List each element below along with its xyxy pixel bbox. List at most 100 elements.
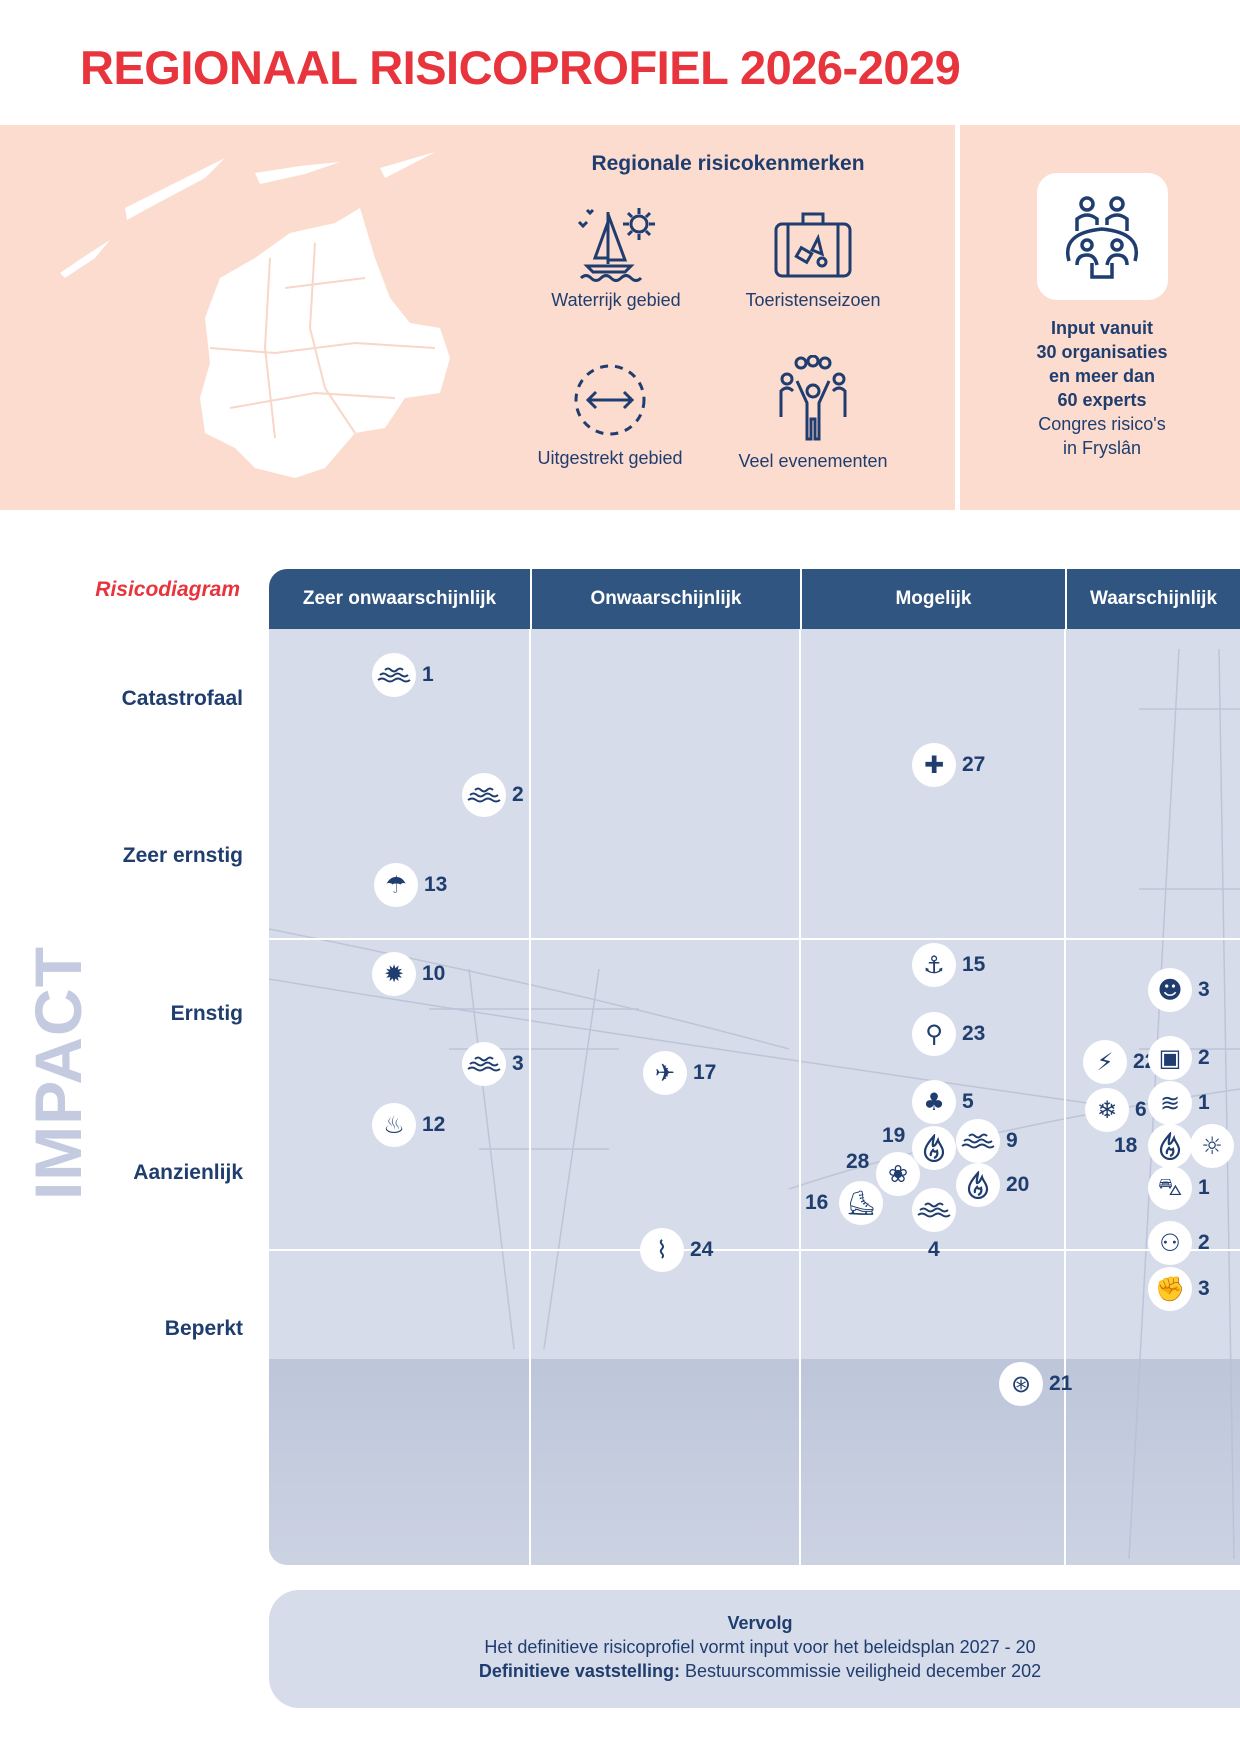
- footer-box: [269, 1590, 1240, 1708]
- risk-marker-label: 23: [962, 1022, 986, 1045]
- risk-marker-label: 5: [962, 1090, 974, 1113]
- risk-marker-label: 12: [422, 1113, 446, 1136]
- column-divider: [1064, 629, 1066, 1565]
- input-line: 60 experts: [1057, 390, 1147, 410]
- dashed-circle-arrows-icon: [574, 364, 646, 436]
- input-line: en meer dan: [1048, 366, 1156, 386]
- risk-marker: [912, 1126, 956, 1170]
- characteristic-uitgestrekt: Uitgestrekt gebied: [510, 360, 710, 469]
- risk-marker-label: 13: [424, 873, 448, 896]
- waves-icon: [377, 667, 411, 683]
- risk-marker-label: 24: [690, 1238, 714, 1261]
- characteristic-label: Waterrijk gebied: [551, 290, 681, 310]
- cyber-screen-icon: ▣: [1158, 1044, 1182, 1072]
- risk-marker: [1148, 1124, 1192, 1168]
- row-divider: [269, 938, 1240, 940]
- ice-skater-icon: ⛸: [845, 1189, 877, 1217]
- risk-marker-label: 17: [693, 1061, 717, 1084]
- input-line: in Fryslân: [1062, 438, 1142, 458]
- characteristic-waterrijk: Waterrijk gebied: [516, 202, 716, 311]
- column-header: Zeer onwaarschijnlijk: [302, 588, 497, 609]
- risk-marker: ☂: [374, 863, 418, 907]
- swimmer-icon: ≋: [1159, 1089, 1181, 1117]
- car-icon: ⛍: [1157, 1172, 1183, 1201]
- column-header: Waarschijnlijk: [1065, 569, 1240, 629]
- characteristic-label: Toeristenseizoen: [745, 290, 881, 310]
- risk-marker-label: 6: [1135, 1098, 1147, 1121]
- meeting-people-icon: [1066, 196, 1138, 279]
- footer-line-text: Bestuurscommissie veiligheid december 20…: [679, 1661, 1042, 1681]
- risk-marker-label: 4: [928, 1238, 940, 1261]
- risk-marker-label: 2: [1198, 1046, 1210, 1069]
- ship-icon: ⚓: [923, 951, 945, 979]
- risk-marker: [956, 1119, 1000, 1163]
- risk-marker: ✊: [1148, 1267, 1192, 1311]
- input-line: 30 organisaties: [1036, 342, 1168, 362]
- hospital-bed-icon: ✚: [923, 751, 945, 779]
- flood-person-icon: ☂: [385, 871, 407, 899]
- pylon-background: [269, 648, 1240, 1565]
- crowd-icon: [779, 355, 847, 441]
- risk-marker: [462, 773, 506, 817]
- row-label-aanzienlijk: Aanzienlijk: [133, 1161, 243, 1184]
- friesland-map: [60, 152, 450, 478]
- power-pylon-icon: ⚡: [1096, 1048, 1114, 1076]
- diagram-label: Risicodiagram: [95, 578, 240, 601]
- input-line: Input vanuit: [1051, 318, 1153, 338]
- page-title: REGIONAAL RISICOPROFIEL 2026-2029: [80, 41, 961, 94]
- sailboat-sun-icon: [577, 208, 655, 282]
- fist-icon: ✊: [1155, 1275, 1185, 1303]
- row-label-catastrofaal: Catastrofaal: [121, 687, 243, 710]
- impact-axis-label: IMPACT: [21, 945, 95, 1201]
- risk-marker-label: 27: [962, 753, 986, 776]
- footer-title: Vervolg: [727, 1613, 793, 1633]
- suitcase-icon: [774, 212, 852, 278]
- column-divider: [529, 629, 531, 1565]
- risk-marker-label: 1: [1198, 1176, 1210, 1199]
- footer-line: Definitieve vaststelling: Bestuurscommis…: [300, 1659, 1220, 1683]
- risk-marker: ⚇: [1148, 1221, 1192, 1265]
- risk-marker: [462, 1042, 506, 1086]
- risk-marker: ♨: [372, 1103, 416, 1147]
- input-summary: Input vanuit 30 organisaties en meer dan…: [1002, 316, 1202, 460]
- region-panel: [0, 125, 955, 510]
- risk-marker-label: 16: [805, 1191, 829, 1214]
- footer-text: Vervolg Het definitieve risicoprofiel vo…: [300, 1611, 1220, 1683]
- risk-marker-label: 18: [1114, 1134, 1138, 1157]
- characteristic-evenementen: Veel evenementen: [713, 355, 913, 472]
- flame-icon: [923, 1134, 945, 1162]
- input-line: Congres risico's: [1038, 414, 1166, 434]
- column-header: Onwaarschijnlijk: [530, 569, 800, 629]
- risk-marker: ≋: [1148, 1081, 1192, 1125]
- risk-marker-label: 3: [512, 1052, 524, 1075]
- pipe-spill-icon: ⌇: [656, 1236, 668, 1264]
- risk-marker: [912, 1188, 956, 1232]
- characteristics-title: Regionale risicokenmerken: [591, 152, 865, 175]
- row-divider: [269, 1249, 1240, 1251]
- waves-icon: [467, 1056, 501, 1072]
- row-label-ernstig: Ernstig: [170, 1002, 243, 1025]
- flame-icon: [1159, 1132, 1181, 1160]
- risk-marker: ⛍: [1148, 1166, 1192, 1210]
- risk-marker: ♣: [912, 1080, 956, 1124]
- risk-marker-label: 3: [1198, 1277, 1210, 1300]
- sun-icon: ☼: [1201, 1132, 1223, 1160]
- characteristic-label: Uitgestrekt gebied: [537, 448, 683, 468]
- characteristic-toeristenseizoen: Toeristenseizoen: [713, 210, 913, 311]
- risk-marker-label: 15: [962, 953, 986, 976]
- risk-marker: ✚: [912, 743, 956, 787]
- risk-marker: ⛸: [839, 1181, 883, 1225]
- risk-marker: ⚓: [912, 943, 956, 987]
- risk-marker-label: 2: [512, 783, 524, 806]
- risk-marker-label: 1: [1198, 1091, 1210, 1114]
- column-header: Mogelijk: [800, 569, 1065, 629]
- risk-grid: [269, 629, 1240, 1565]
- risk-marker-label: 10: [422, 962, 446, 985]
- crowd-icon: ⚇: [1159, 1229, 1181, 1257]
- risk-marker-label: 19: [882, 1124, 906, 1147]
- meeting-card: [1037, 173, 1168, 300]
- terrorist-icon: ☻: [1157, 976, 1183, 1004]
- flame-icon: [967, 1171, 989, 1199]
- row-label-beperkt: Beperkt: [164, 1317, 243, 1340]
- risk-marker: [372, 653, 416, 697]
